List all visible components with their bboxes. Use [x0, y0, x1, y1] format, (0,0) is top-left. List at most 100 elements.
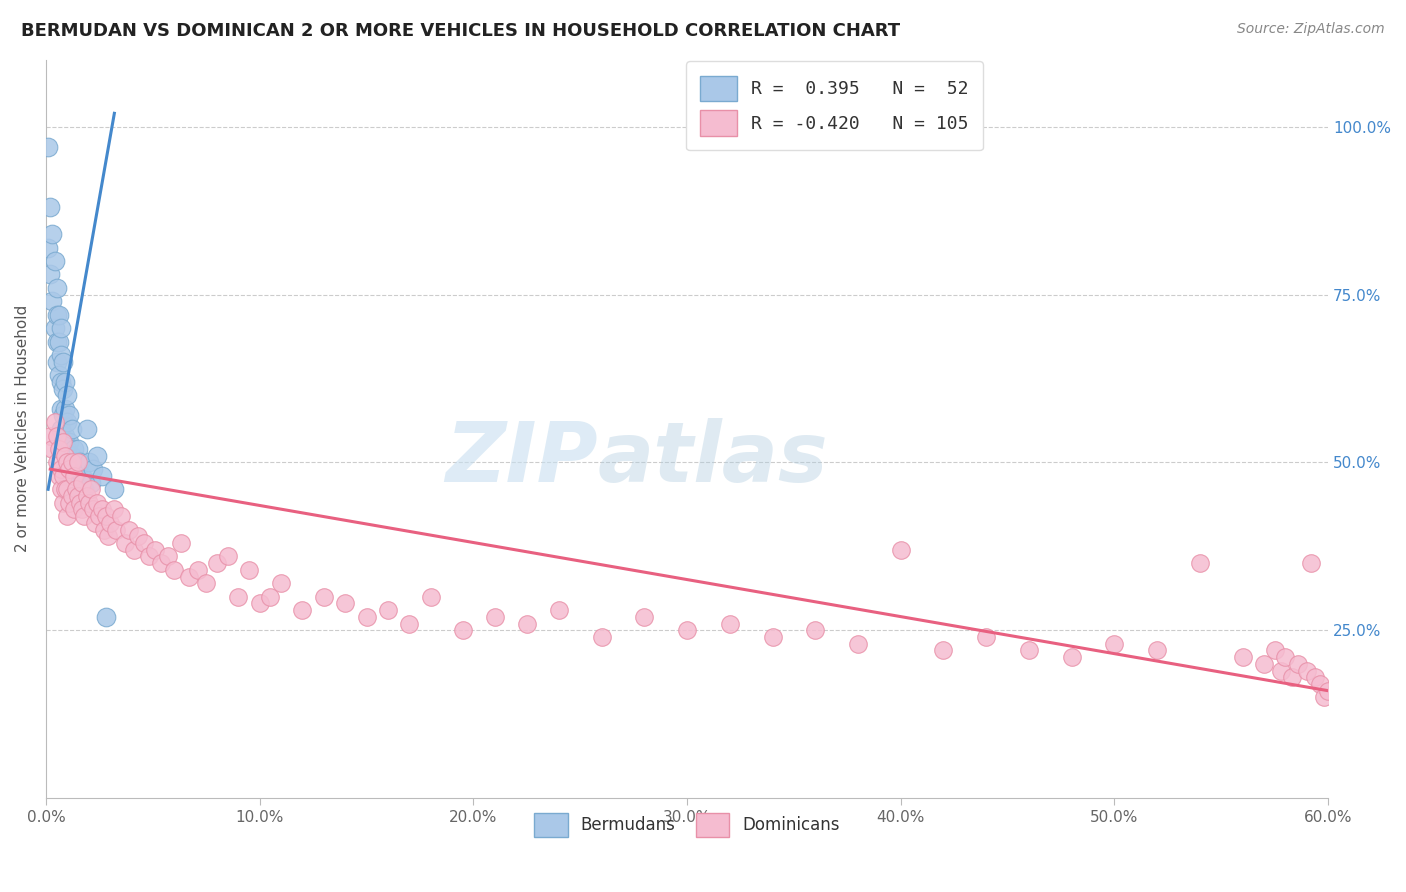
Point: [163, 563, 186, 577]
Point: [65, 455, 87, 469]
Point: [45, 355, 67, 369]
Point: [82, 462, 104, 476]
Point: [633, 610, 655, 624]
Point: [1146, 643, 1168, 657]
Point: [974, 630, 997, 644]
Point: [419, 590, 441, 604]
Point: [195, 576, 218, 591]
Point: [312, 590, 335, 604]
Point: [56, 388, 79, 402]
Point: [90, 502, 112, 516]
Point: [103, 502, 125, 516]
Point: [547, 603, 569, 617]
Point: [1317, 683, 1340, 698]
Point: [44, 254, 66, 268]
Point: [93, 523, 115, 537]
Point: [45, 428, 67, 442]
Point: [1281, 670, 1303, 684]
Point: [56, 509, 79, 524]
Point: [761, 630, 783, 644]
Point: [103, 483, 125, 497]
Point: [143, 542, 166, 557]
Point: [398, 616, 420, 631]
Point: [39, 200, 62, 214]
Point: [45, 281, 67, 295]
Point: [37, 140, 59, 154]
Point: [356, 610, 378, 624]
Point: [118, 523, 141, 537]
Point: [377, 603, 399, 617]
Point: [80, 475, 103, 490]
Point: [49, 462, 72, 476]
Point: [53, 375, 76, 389]
Point: [98, 516, 121, 530]
Point: [114, 536, 136, 550]
Point: [1018, 643, 1040, 657]
Point: [1253, 657, 1275, 671]
Point: [72, 475, 94, 490]
Point: [45, 308, 67, 322]
Point: [77, 496, 100, 510]
Point: [86, 449, 108, 463]
Legend: Bermudans, Dominicans: Bermudans, Dominicans: [526, 805, 848, 846]
Point: [1309, 677, 1331, 691]
Point: [60, 489, 83, 503]
Point: [48, 468, 70, 483]
Point: [94, 509, 117, 524]
Point: [179, 569, 201, 583]
Point: [53, 483, 76, 497]
Point: [49, 483, 72, 497]
Point: [82, 502, 104, 516]
Point: [150, 556, 173, 570]
Point: [60, 422, 83, 436]
Point: [66, 455, 89, 469]
Point: [138, 549, 160, 564]
Point: [60, 455, 83, 469]
Point: [187, 563, 209, 577]
Point: [110, 509, 132, 524]
Point: [66, 442, 89, 456]
Point: [156, 549, 179, 564]
Point: [58, 462, 80, 476]
Point: [56, 442, 79, 456]
Point: [76, 422, 98, 436]
Point: [49, 321, 72, 335]
Point: [591, 630, 613, 644]
Point: [48, 308, 70, 322]
Point: [52, 355, 75, 369]
Point: [1104, 637, 1126, 651]
Point: [56, 455, 79, 469]
Point: [53, 428, 76, 442]
Point: [49, 348, 72, 362]
Point: [73, 483, 96, 497]
Point: [62, 502, 84, 516]
Point: [1232, 650, 1254, 665]
Point: [48, 368, 70, 383]
Point: [66, 489, 89, 503]
Point: [39, 268, 62, 282]
Point: [41, 442, 63, 456]
Point: [1264, 643, 1286, 657]
Point: [90, 468, 112, 483]
Point: [56, 415, 79, 429]
Point: [52, 409, 75, 423]
Point: [1270, 664, 1292, 678]
Point: [226, 590, 249, 604]
Point: [58, 409, 80, 423]
Point: [1313, 690, 1336, 705]
Point: [97, 529, 120, 543]
Point: [52, 435, 75, 450]
Point: [56, 468, 79, 483]
Point: [44, 321, 66, 335]
Point: [69, 496, 91, 510]
Point: [44, 415, 66, 429]
Point: [76, 489, 98, 503]
Point: [62, 442, 84, 456]
Point: [53, 401, 76, 416]
Point: [259, 590, 281, 604]
Point: [58, 462, 80, 476]
Point: [169, 536, 191, 550]
Point: [105, 523, 128, 537]
Point: [1188, 556, 1211, 570]
Point: [1286, 657, 1309, 671]
